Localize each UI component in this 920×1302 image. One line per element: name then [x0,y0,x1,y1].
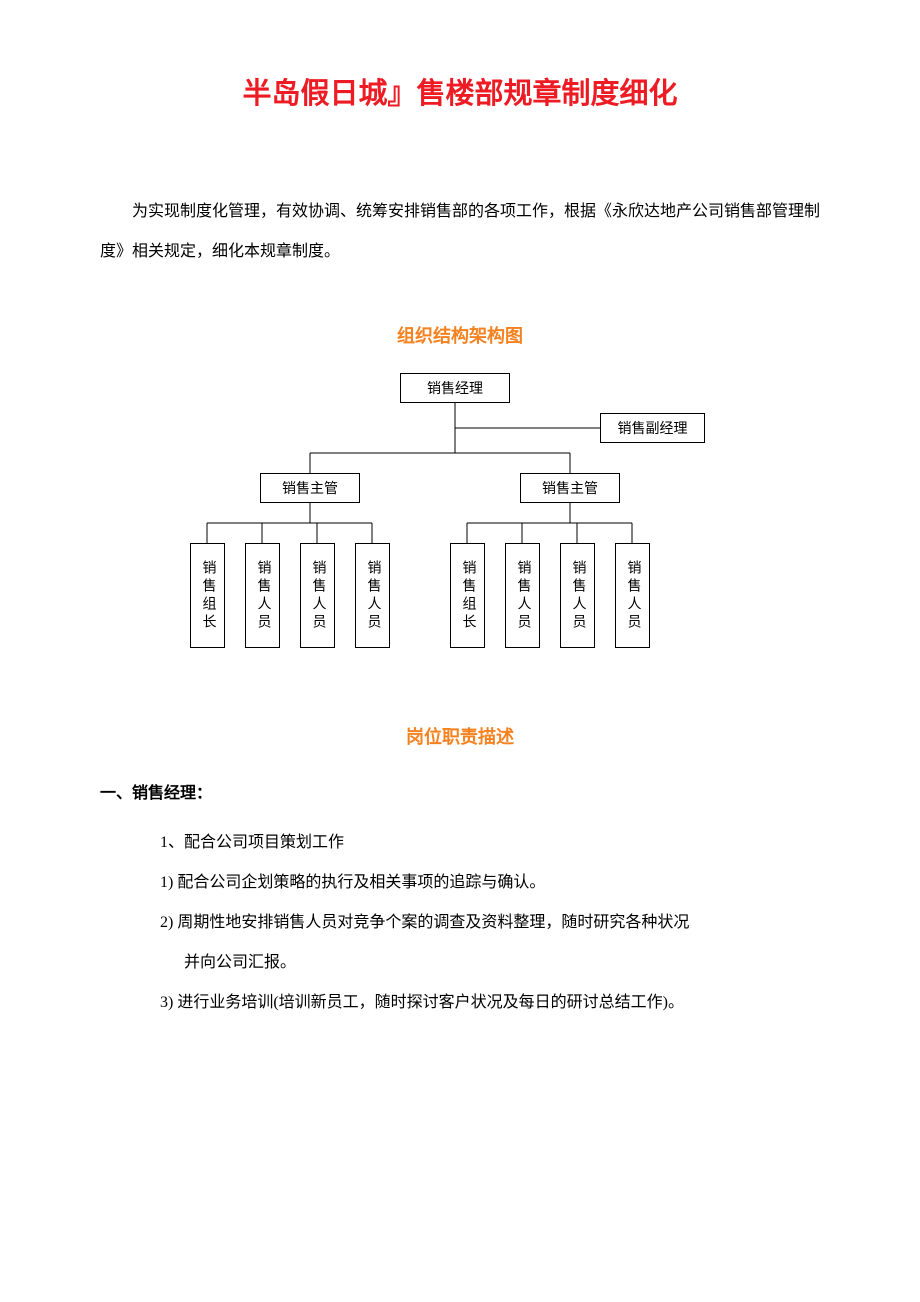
node-supervisor-1: 销售主管 [260,473,360,503]
job-sub-2-cont: 并向公司汇报。 [100,943,820,983]
job-sub-2: 2) 周期性地安排销售人员对竞争个案的调查及资料整理，随时研究各种状况 [100,903,820,943]
section-job-heading: 岗位职责描述 [100,723,820,749]
node-person-7: 销售人员 [560,543,595,648]
document-title: 半岛假日城』售楼部规章制度细化 [100,70,820,112]
org-chart: 销售经理 销售副经理 销售主管 销售主管 销售组长 销售人员 销售人员 销售人员… [190,373,730,663]
node-person-4: 销售人员 [355,543,390,648]
node-person-1: 销售组长 [190,543,225,648]
job-item-1: 1、配合公司项目策划工作 [100,823,820,863]
node-person-3: 销售人员 [300,543,335,648]
node-person-2: 销售人员 [245,543,280,648]
node-manager: 销售经理 [400,373,510,403]
node-person-5: 销售组长 [450,543,485,648]
job-title: 一、销售经理： [100,779,820,803]
job-sub-1: 1) 配合公司企划策略的执行及相关事项的追踪与确认。 [100,863,820,903]
job-sub-3: 3) 进行业务培训(培训新员工，随时探讨客户状况及每日的研讨总结工作)。 [100,983,820,1023]
node-person-8: 销售人员 [615,543,650,648]
section-org-heading: 组织结构架构图 [100,322,820,348]
node-deputy: 销售副经理 [600,413,705,443]
node-supervisor-2: 销售主管 [520,473,620,503]
node-person-6: 销售人员 [505,543,540,648]
intro-paragraph: 为实现制度化管理，有效协调、统筹安排销售部的各项工作，根据《永欣达地产公司销售部… [100,192,820,272]
job-section: 一、销售经理： 1、配合公司项目策划工作 1) 配合公司企划策略的执行及相关事项… [100,779,820,1023]
